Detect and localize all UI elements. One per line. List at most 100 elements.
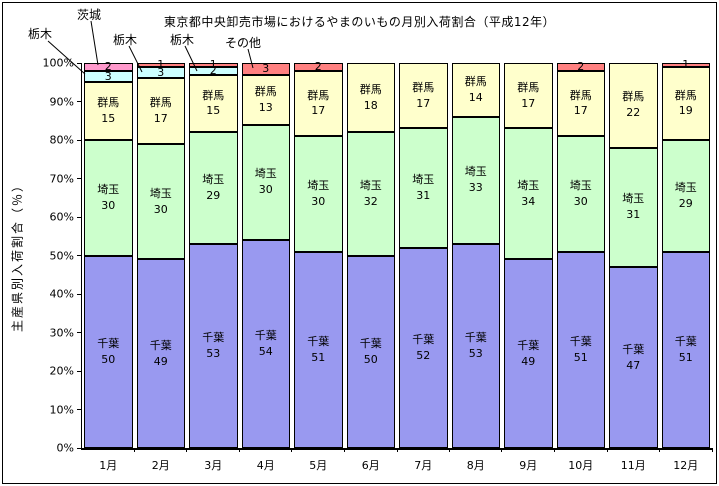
segment-series-name: 埼玉 xyxy=(569,178,592,192)
bar-segment: 群馬 17 xyxy=(399,63,448,129)
bar-segment: 埼玉 34 xyxy=(504,128,553,260)
segment-value: 29 xyxy=(206,189,221,203)
y-tick-mark xyxy=(77,101,82,102)
segment-series-name: 千葉 xyxy=(359,336,382,350)
stacked-bar: 千葉 47 埼玉 31 群馬 22 xyxy=(609,63,658,448)
bars-container: 千葉 50 埼玉 30 群馬 15 3 2 千葉 49 埼玉 30 群馬 17 3 1 千葉 53 埼玉 29 群馬 15… xyxy=(82,58,713,448)
y-tick-label: 40% xyxy=(49,287,74,301)
y-tick-mark xyxy=(77,293,82,295)
segment-series-name: 群馬 xyxy=(517,80,540,94)
annotation-label: その他 xyxy=(225,36,262,50)
bar-segment: 埼玉 30 xyxy=(136,143,185,260)
segment-series-name: 群馬 xyxy=(359,82,382,96)
segment-series-name: 群馬 xyxy=(202,88,225,102)
segment-series-name: 千葉 xyxy=(149,338,172,352)
segment-series-name: 群馬 xyxy=(464,75,487,89)
bar-column: 千葉 47 埼玉 31 群馬 22 xyxy=(607,63,660,448)
segment-value: 14 xyxy=(468,90,483,104)
bar-segment: 千葉 49 xyxy=(504,259,553,448)
x-tick-label: 9月 xyxy=(519,459,538,472)
bar-segment: 埼玉 30 xyxy=(84,140,133,256)
segment-value: 54 xyxy=(258,345,273,359)
bar-segment: 千葉 53 xyxy=(189,243,238,448)
x-tick-label: 8月 xyxy=(466,459,485,472)
segment-series-name: 埼玉 xyxy=(97,182,120,196)
x-tick-mark xyxy=(606,448,608,452)
x-tick-label: 4月 xyxy=(256,459,275,472)
bar-segment: 埼玉 31 xyxy=(609,147,658,268)
bar-segment: 3 xyxy=(241,61,290,75)
bar-segment: 千葉 49 xyxy=(136,259,185,448)
segment-value: 15 xyxy=(206,104,221,118)
bar-segment: 群馬 13 xyxy=(241,74,290,125)
segment-value: 34 xyxy=(521,194,536,208)
bar-column: 千葉 50 埼玉 32 群馬 18 xyxy=(345,63,398,448)
stacked-bar: 千葉 51 埼玉 30 群馬 17 2 xyxy=(556,60,605,448)
segment-series-name: 埼玉 xyxy=(622,192,645,206)
segment-value: 17 xyxy=(521,96,536,110)
segment-series-name: 群馬 xyxy=(412,80,435,94)
segment-value: 17 xyxy=(416,96,431,110)
segment-value: 53 xyxy=(468,346,483,360)
segment-value: 50 xyxy=(363,352,378,366)
y-tick-label: 0% xyxy=(56,441,74,455)
bar-segment: 千葉 52 xyxy=(399,247,448,448)
segment-value: 49 xyxy=(153,354,168,368)
bar-segment: 埼玉 31 xyxy=(399,128,448,248)
bar-segment: 2 xyxy=(294,60,343,73)
bar-segment: 3 xyxy=(84,70,133,83)
bar-segment: 群馬 15 xyxy=(84,82,133,140)
stacked-bar: 千葉 49 埼玉 30 群馬 17 3 1 xyxy=(136,58,185,448)
bar-segment: 千葉 51 xyxy=(556,251,605,448)
stacked-bar: 千葉 50 埼玉 32 群馬 18 xyxy=(346,63,395,448)
bar-column: 千葉 51 埼玉 29 群馬 19 1 xyxy=(660,58,713,448)
stacked-bar: 千葉 50 埼玉 30 群馬 15 3 2 xyxy=(84,60,133,448)
y-tick-label: 70% xyxy=(49,172,74,185)
segment-series-name: 千葉 xyxy=(254,329,277,343)
x-tick-label: 1月 xyxy=(99,459,118,472)
segment-value: 30 xyxy=(258,183,273,197)
segment-value: 33 xyxy=(468,181,483,195)
bar-segment: 2 xyxy=(84,60,133,73)
x-tick-mark xyxy=(291,448,293,452)
segment-value: 29 xyxy=(678,196,693,210)
stacked-bar: 千葉 52 埼玉 31 群馬 17 xyxy=(399,63,448,448)
bar-segment: 埼玉 32 xyxy=(346,132,395,256)
y-tick-label: 30% xyxy=(49,326,74,339)
y-tick-mark xyxy=(77,447,82,449)
segment-value: 1 xyxy=(157,57,165,71)
stacked-bar: 千葉 51 埼玉 29 群馬 19 1 xyxy=(661,58,710,448)
y-tick-label: 60% xyxy=(49,210,74,224)
bar-column: 千葉 52 埼玉 31 群馬 17 xyxy=(397,63,450,448)
bar-segment: 千葉 51 xyxy=(294,251,343,448)
segment-value: 18 xyxy=(363,98,378,112)
segment-value: 51 xyxy=(311,350,326,364)
bar-segment: 千葉 50 xyxy=(346,255,395,448)
segment-series-name: 千葉 xyxy=(464,331,487,345)
y-tick-mark xyxy=(77,139,82,141)
stacked-bar: 千葉 51 埼玉 30 群馬 17 2 xyxy=(294,60,343,448)
bar-segment: 埼玉 30 xyxy=(294,136,343,252)
segment-series-name: 千葉 xyxy=(569,334,592,348)
annotation-label: 茨城 xyxy=(77,8,102,22)
bar-column: 千葉 49 埼玉 34 群馬 17 xyxy=(502,63,555,448)
segment-series-name: 群馬 xyxy=(569,88,592,102)
segment-series-name: 埼玉 xyxy=(359,178,382,192)
segment-value: 3 xyxy=(262,61,270,75)
x-tick-mark xyxy=(554,448,555,452)
bar-column: 千葉 50 埼玉 30 群馬 15 3 2 xyxy=(82,60,135,448)
bar-segment: 1 xyxy=(189,58,238,71)
bar-segment: 2 xyxy=(556,60,605,73)
segment-series-name: 千葉 xyxy=(674,334,697,348)
segment-value: 53 xyxy=(206,346,221,360)
segment-value: 17 xyxy=(573,104,588,118)
y-tick-mark xyxy=(77,409,82,410)
segment-value: 52 xyxy=(416,348,431,362)
y-tick-mark xyxy=(77,332,82,333)
annotation-label: 栃木 xyxy=(113,33,138,47)
bar-column: 千葉 54 埼玉 30 群馬 13 3 xyxy=(240,61,293,448)
segment-value: 51 xyxy=(678,350,693,364)
segment-value: 19 xyxy=(678,104,693,118)
bar-segment: 埼玉 29 xyxy=(189,132,238,244)
